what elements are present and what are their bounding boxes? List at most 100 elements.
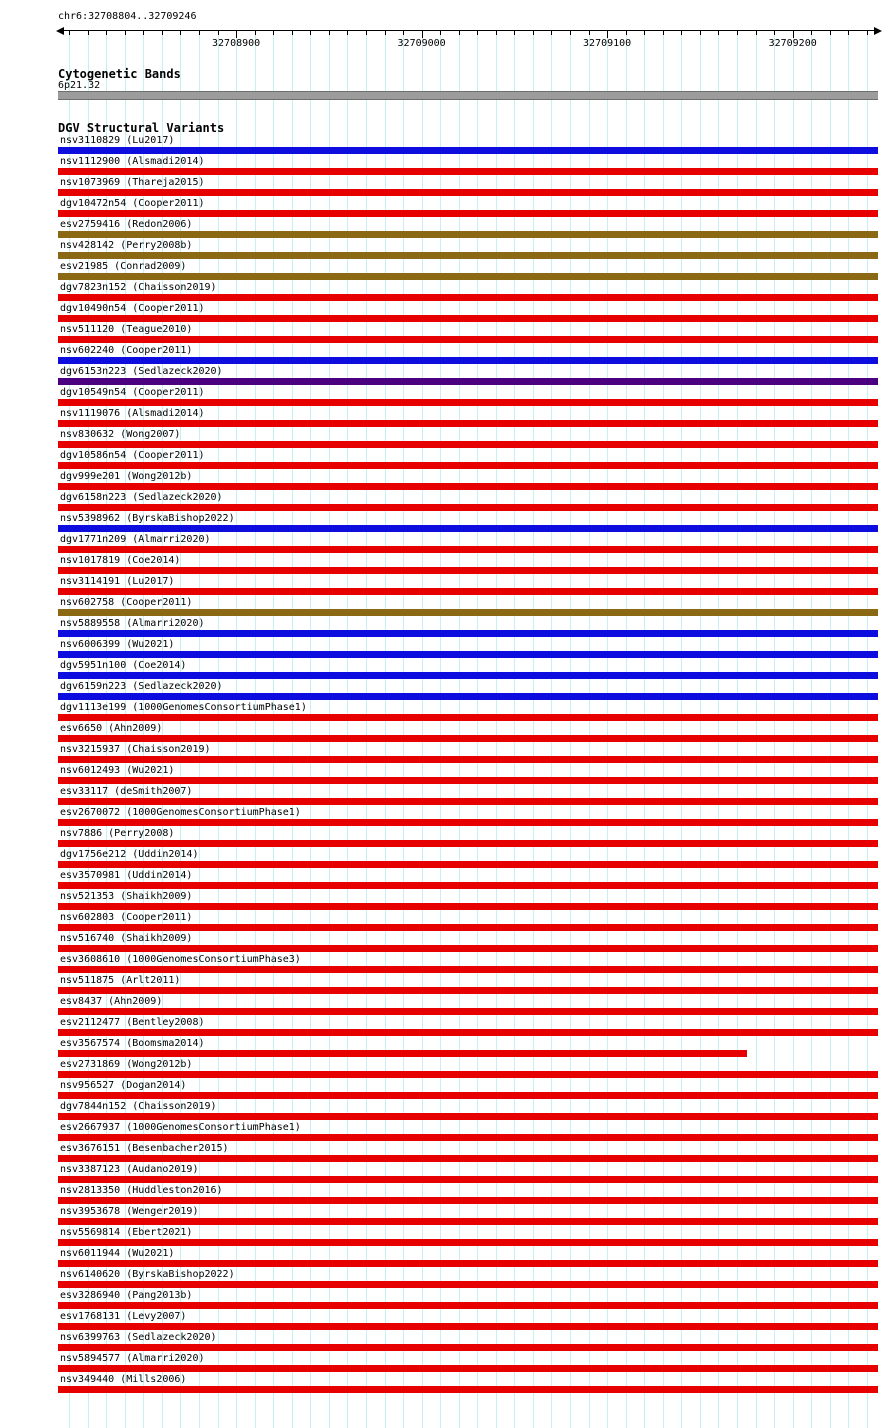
variant-label[interactable]: esv8437 (Ahn2009) <box>60 996 163 1007</box>
variant-bar[interactable] <box>58 714 878 721</box>
variant-label[interactable]: nsv602240 (Cooper2011) <box>60 345 193 356</box>
variant-label[interactable]: nsv5398962 (ByrskaBishop2022) <box>60 513 235 524</box>
variant-label[interactable]: dgv7823n152 (Chaisson2019) <box>60 282 217 293</box>
variant-label[interactable]: esv2667937 (1000GenomesConsortiumPhase1) <box>60 1122 301 1133</box>
variant-label[interactable]: nsv602803 (Cooper2011) <box>60 912 193 923</box>
variant-label[interactable]: dgv10490n54 (Cooper2011) <box>60 303 205 314</box>
variant-label[interactable]: nsv6399763 (Sedlazeck2020) <box>60 1332 217 1343</box>
variant-bar[interactable] <box>58 651 878 658</box>
variant-bar[interactable] <box>58 1218 878 1225</box>
variant-bar[interactable] <box>58 1113 878 1120</box>
variant-bar[interactable] <box>58 441 878 448</box>
variant-label[interactable]: esv3608610 (1000GenomesConsortiumPhase3) <box>60 954 301 965</box>
variant-bar[interactable] <box>58 693 878 700</box>
variant-label[interactable]: nsv830632 (Wong2007) <box>60 429 181 440</box>
variant-label[interactable]: nsv1017819 (Coe2014) <box>60 555 181 566</box>
variant-label[interactable]: esv2112477 (Bentley2008) <box>60 1017 205 1028</box>
variant-bar[interactable] <box>58 1365 878 1372</box>
variant-label[interactable]: nsv956527 (Dogan2014) <box>60 1080 187 1091</box>
cytoband-bar[interactable] <box>58 91 878 100</box>
variant-bar[interactable] <box>58 630 878 637</box>
variant-label[interactable]: dgv1756e212 (Uddin2014) <box>60 849 199 860</box>
variant-label[interactable]: dgv10549n54 (Cooper2011) <box>60 387 205 398</box>
variant-bar[interactable] <box>58 819 878 826</box>
variant-bar[interactable] <box>58 735 878 742</box>
variant-label[interactable]: nsv428142 (Perry2008b) <box>60 240 193 251</box>
variant-label[interactable]: esv3570981 (Uddin2014) <box>60 870 193 881</box>
variant-bar[interactable] <box>58 252 878 259</box>
variant-bar[interactable] <box>58 357 878 364</box>
variant-bar[interactable] <box>58 294 878 301</box>
variant-bar[interactable] <box>58 1323 878 1330</box>
variant-label[interactable]: nsv7886 (Perry2008) <box>60 828 175 839</box>
variant-bar[interactable] <box>58 231 878 238</box>
variant-bar[interactable] <box>58 147 878 154</box>
variant-label[interactable]: nsv5569814 (Ebert2021) <box>60 1227 193 1238</box>
variant-label[interactable]: nsv349440 (Mills2006) <box>60 1374 187 1385</box>
variant-label[interactable]: dgv6159n223 (Sedlazeck2020) <box>60 681 223 692</box>
variant-bar[interactable] <box>58 1134 878 1141</box>
variant-bar[interactable] <box>58 399 878 406</box>
variant-label[interactable]: nsv5889558 (Almarri2020) <box>60 618 205 629</box>
variant-bar[interactable] <box>58 210 878 217</box>
variant-label[interactable]: dgv10586n54 (Cooper2011) <box>60 450 205 461</box>
variant-bar[interactable] <box>58 945 878 952</box>
variant-label[interactable]: nsv6011944 (Wu2021) <box>60 1248 175 1259</box>
variant-label[interactable]: esv3676151 (Besenbacher2015) <box>60 1143 229 1154</box>
variant-bar[interactable] <box>58 672 878 679</box>
variant-bar[interactable] <box>58 1302 878 1309</box>
variant-bar[interactable] <box>58 1386 878 1393</box>
variant-label[interactable]: esv2731869 (Wong2012b) <box>60 1059 193 1070</box>
variant-label[interactable]: esv6650 (Ahn2009) <box>60 723 163 734</box>
variant-bar[interactable] <box>58 1071 878 1078</box>
variant-bar[interactable] <box>58 462 878 469</box>
variant-bar[interactable] <box>58 1008 878 1015</box>
variant-bar[interactable] <box>58 1029 878 1036</box>
variant-bar[interactable] <box>58 378 878 385</box>
variant-label[interactable]: esv3567574 (Boomsma2014) <box>60 1038 205 1049</box>
variant-label[interactable]: nsv1073969 (Thareja2015) <box>60 177 205 188</box>
variant-bar[interactable] <box>58 1281 878 1288</box>
variant-bar[interactable] <box>58 504 878 511</box>
variant-label[interactable]: nsv511120 (Teague2010) <box>60 324 193 335</box>
variant-label[interactable]: nsv5894577 (Almarri2020) <box>60 1353 205 1364</box>
variant-bar[interactable] <box>58 567 878 574</box>
variant-bar[interactable] <box>58 546 878 553</box>
variant-bar[interactable] <box>58 777 878 784</box>
variant-label[interactable]: nsv1119076 (Alsmadi2014) <box>60 408 205 419</box>
variant-bar[interactable] <box>58 609 878 616</box>
variant-label[interactable]: nsv3110829 (Lu2017) <box>60 135 175 146</box>
variant-bar[interactable] <box>58 1344 878 1351</box>
variant-bar[interactable] <box>58 420 878 427</box>
variant-bar[interactable] <box>58 1176 878 1183</box>
variant-label[interactable]: nsv2813350 (Huddleston2016) <box>60 1185 223 1196</box>
variant-bar[interactable] <box>58 840 878 847</box>
variant-label[interactable]: dgv6158n223 (Sedlazeck2020) <box>60 492 223 503</box>
variant-label[interactable]: esv1768131 (Levy2007) <box>60 1311 187 1322</box>
variant-label[interactable]: nsv521353 (Shaikh2009) <box>60 891 193 902</box>
variant-bar[interactable] <box>58 1260 878 1267</box>
variant-bar[interactable] <box>58 756 878 763</box>
variant-label[interactable]: esv21985 (Conrad2009) <box>60 261 187 272</box>
variant-label[interactable]: nsv516740 (Shaikh2009) <box>60 933 193 944</box>
variant-label[interactable]: dgv1113e199 (1000GenomesConsortiumPhase1… <box>60 702 307 713</box>
variant-bar[interactable] <box>58 189 878 196</box>
variant-label[interactable]: nsv6006399 (Wu2021) <box>60 639 175 650</box>
variant-label[interactable]: esv2759416 (Redon2006) <box>60 219 193 230</box>
variant-label[interactable]: nsv3953678 (Wenger2019) <box>60 1206 199 1217</box>
variant-bar[interactable] <box>58 1155 878 1162</box>
variant-label[interactable]: dgv10472n54 (Cooper2011) <box>60 198 205 209</box>
variant-label[interactable]: nsv6140620 (ByrskaBishop2022) <box>60 1269 235 1280</box>
variant-bar[interactable] <box>58 273 878 280</box>
variant-bar[interactable] <box>58 1050 747 1057</box>
variant-label[interactable]: dgv1771n209 (Almarri2020) <box>60 534 211 545</box>
variant-bar[interactable] <box>58 924 878 931</box>
variant-bar[interactable] <box>58 525 878 532</box>
variant-label[interactable]: nsv511875 (Arlt2011) <box>60 975 181 986</box>
variant-label[interactable]: esv3286940 (Pang2013b) <box>60 1290 193 1301</box>
variant-label[interactable]: nsv3114191 (Lu2017) <box>60 576 175 587</box>
variant-bar[interactable] <box>58 336 878 343</box>
variant-bar[interactable] <box>58 966 878 973</box>
variant-bar[interactable] <box>58 1197 878 1204</box>
variant-bar[interactable] <box>58 1239 878 1246</box>
